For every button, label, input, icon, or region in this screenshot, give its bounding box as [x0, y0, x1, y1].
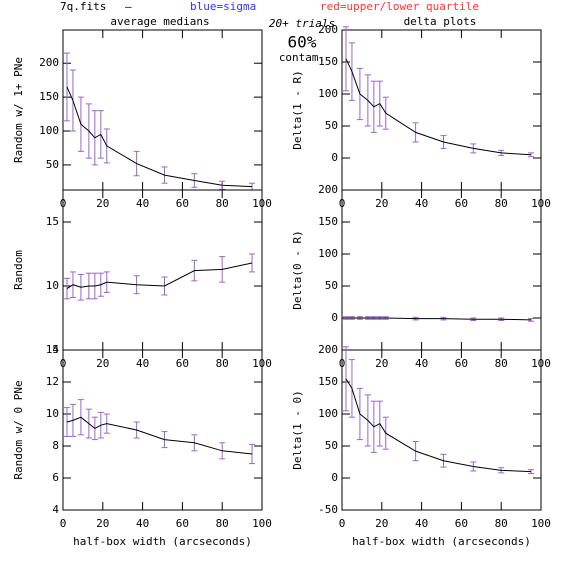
- file-name: 7q.fits: [60, 0, 106, 13]
- y-axis-label: Delta(0 - R): [291, 230, 304, 309]
- x-tick-label: 60: [455, 197, 468, 210]
- x-tick-label: 60: [176, 357, 189, 370]
- y-axis-label: Delta(1 - 0): [291, 390, 304, 469]
- y-tick-label: 150: [318, 215, 338, 228]
- y-tick-label: 10: [46, 279, 59, 292]
- data-line: [66, 262, 253, 289]
- y-tick-label: 0: [331, 151, 338, 164]
- y-tick-label: 100: [318, 87, 338, 100]
- data-line: [345, 378, 532, 473]
- data-line: [66, 86, 253, 188]
- x-tick-label: 20: [96, 197, 109, 210]
- y-tick-label: 12: [46, 375, 59, 388]
- left-title: average medians: [110, 15, 209, 28]
- x-tick-label: 20: [96, 517, 109, 530]
- x-tick-label: 80: [216, 197, 229, 210]
- y-tick-label: 4: [52, 503, 59, 516]
- y-axis-label: Delta(1 - R): [291, 70, 304, 149]
- y-tick-label: 50: [325, 119, 338, 132]
- trials: 20+ trials: [269, 17, 335, 30]
- x-tick-label: 40: [136, 357, 149, 370]
- plot-frame: [62, 189, 263, 351]
- data-line: [345, 317, 532, 321]
- x-tick-label: 60: [455, 517, 468, 530]
- y-tick-label: 200: [39, 56, 59, 69]
- x-tick-label: 100: [531, 517, 551, 530]
- dash: —: [125, 0, 132, 13]
- x-tick-label: 80: [495, 357, 508, 370]
- y-tick-label: 5: [52, 343, 59, 356]
- y-tick-label: 150: [39, 90, 59, 103]
- y-tick-label: 6: [52, 471, 59, 484]
- y-tick-label: 0: [331, 471, 338, 484]
- y-tick-label: 14: [46, 343, 60, 356]
- data-line: [345, 58, 532, 156]
- y-axis-label: Random: [12, 250, 25, 290]
- plot-frame: [341, 349, 542, 511]
- x-tick-label: 40: [415, 197, 428, 210]
- plot-frame: [341, 29, 542, 191]
- plot-frame: [62, 349, 263, 511]
- y-tick-label: 50: [46, 158, 59, 171]
- x-tick-label: 60: [176, 517, 189, 530]
- y-tick-label: 15: [46, 215, 59, 228]
- x-tick-label: 80: [216, 357, 229, 370]
- x-tick-label: 40: [136, 197, 149, 210]
- y-tick-label: 100: [318, 247, 338, 260]
- y-tick-label: 8: [52, 439, 59, 452]
- x-tick-label: 40: [136, 517, 149, 530]
- x-tick-label: 80: [495, 517, 508, 530]
- y-axis-label: Random w/ 1+ PNe: [12, 57, 25, 163]
- quartile-note: red=upper/lower quartile: [320, 0, 479, 13]
- x-tick-label: 60: [455, 357, 468, 370]
- y-tick-label: 150: [318, 55, 338, 68]
- x-tick-label: 20: [375, 197, 388, 210]
- sigma-note: blue=sigma: [190, 0, 256, 13]
- x-tick-label: 80: [216, 517, 229, 530]
- y-tick-label: 150: [318, 375, 338, 388]
- y-tick-label: 100: [318, 407, 338, 420]
- x-tick-label: 20: [375, 357, 388, 370]
- x-tick-label: 0: [60, 517, 67, 530]
- y-tick-label: -50: [318, 503, 338, 516]
- x-tick-label: 60: [176, 197, 189, 210]
- plot-frame: [62, 29, 263, 191]
- y-tick-label: 50: [325, 439, 338, 452]
- contam-pct: 60%: [288, 33, 317, 52]
- contam: contam.: [279, 51, 325, 64]
- y-tick-label: 100: [39, 124, 59, 137]
- y-tick-label: 200: [318, 343, 338, 356]
- x-tick-label: 80: [495, 197, 508, 210]
- x-axis-label: half-box width (arcseconds): [73, 535, 252, 548]
- plot-frame: [341, 189, 542, 351]
- y-tick-label: 0: [331, 311, 338, 324]
- x-tick-label: 40: [415, 357, 428, 370]
- y-tick-label: 50: [325, 279, 338, 292]
- x-tick-label: 20: [375, 517, 388, 530]
- y-tick-label: 10: [46, 407, 59, 420]
- data-line: [66, 416, 253, 455]
- x-axis-label: half-box width (arcseconds): [352, 535, 531, 548]
- x-tick-label: 40: [415, 517, 428, 530]
- x-tick-label: 100: [252, 517, 272, 530]
- y-tick-label: 200: [318, 183, 338, 196]
- x-tick-label: 0: [339, 517, 346, 530]
- y-axis-label: Random w/ 0 PNe: [12, 380, 25, 479]
- x-tick-label: 20: [96, 357, 109, 370]
- y-tick-label: 200: [318, 23, 338, 36]
- right-title: delta plots: [404, 15, 477, 28]
